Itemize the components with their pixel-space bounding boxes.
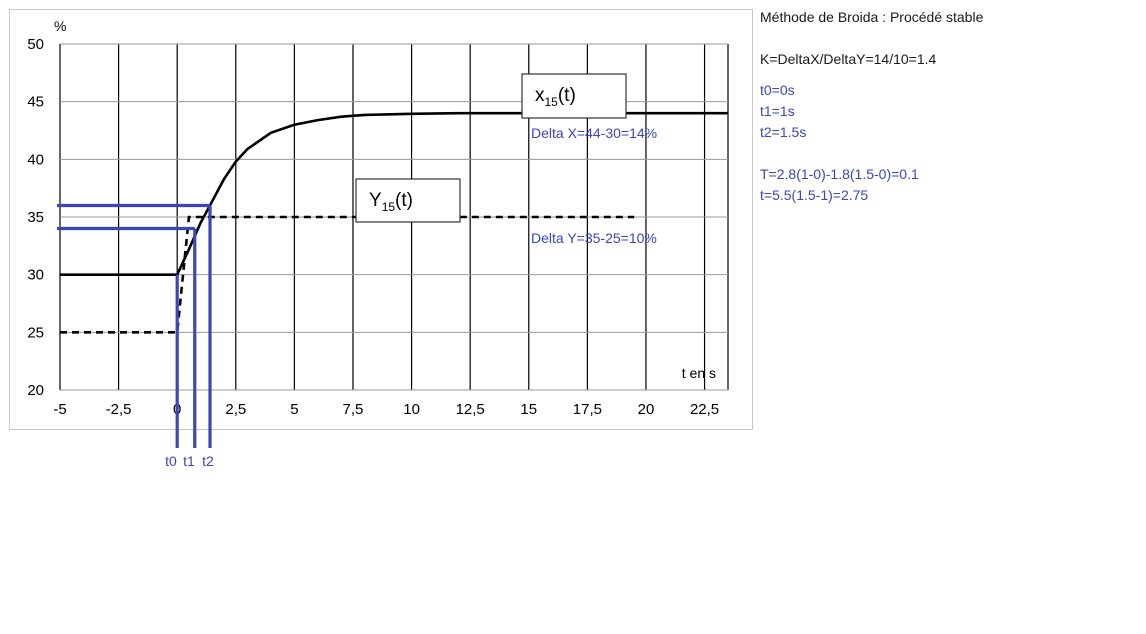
- series-x15-label: x15(t): [535, 85, 576, 109]
- x-tick-label: 5: [290, 401, 298, 418]
- y-tick-label: 50: [27, 36, 44, 53]
- y-tick-label: 30: [27, 267, 44, 284]
- notes-T-formula: T=2.8(1-0)-1.8(1.5-0)=0.1: [760, 166, 919, 182]
- x-tick-label: 12,5: [456, 401, 485, 418]
- x-tick-label: 17,5: [573, 401, 602, 418]
- annotation-delta-y: Delta Y=35-25=10%: [531, 230, 657, 246]
- x-tick-label: 7,5: [343, 401, 364, 418]
- notes-t0: t0=0s: [760, 82, 795, 98]
- x-tick-label: 20: [638, 401, 655, 418]
- notes-t2: t2=1.5s: [760, 124, 807, 140]
- notes-t-formula: t=5.5(1.5-1)=2.75: [760, 187, 869, 203]
- series-x15-line: [60, 111, 728, 276]
- x-tick-label: 15: [520, 401, 537, 418]
- annotation-delta-x: Delta X=44-30=14%: [531, 125, 657, 141]
- series-y15-label: Y15(t): [369, 190, 413, 214]
- x-axis-label: t en s: [682, 365, 716, 381]
- series-y15-line: [60, 215, 635, 334]
- x-tick-label: 10: [403, 401, 420, 418]
- x-tick-label: 22,5: [690, 401, 719, 418]
- y-tick-label: 45: [27, 94, 44, 111]
- y-tick-label: 25: [27, 324, 44, 341]
- series-x15-label-box: [521, 73, 627, 119]
- notes-title: Méthode de Broida : Procédé stable: [760, 9, 984, 25]
- y-tick-label: 35: [27, 209, 44, 226]
- notes-t1: t1=1s: [760, 103, 795, 119]
- x-tick-label: -5: [53, 401, 66, 418]
- series-y15-label-box: [355, 178, 461, 223]
- drop-label-t1: t1: [183, 453, 195, 469]
- x-tick-label: 2,5: [225, 401, 246, 418]
- drop-label-t2: t2: [202, 453, 214, 469]
- x-tick-label: -2,5: [106, 401, 132, 418]
- notes-k-formula: K=DeltaX/DeltaY=14/10=1.4: [760, 51, 937, 67]
- y-axis-label: %: [54, 18, 66, 34]
- y-tick-label: 40: [27, 151, 44, 168]
- y-tick-label: 20: [27, 382, 44, 399]
- drop-label-t0: t0: [165, 453, 177, 469]
